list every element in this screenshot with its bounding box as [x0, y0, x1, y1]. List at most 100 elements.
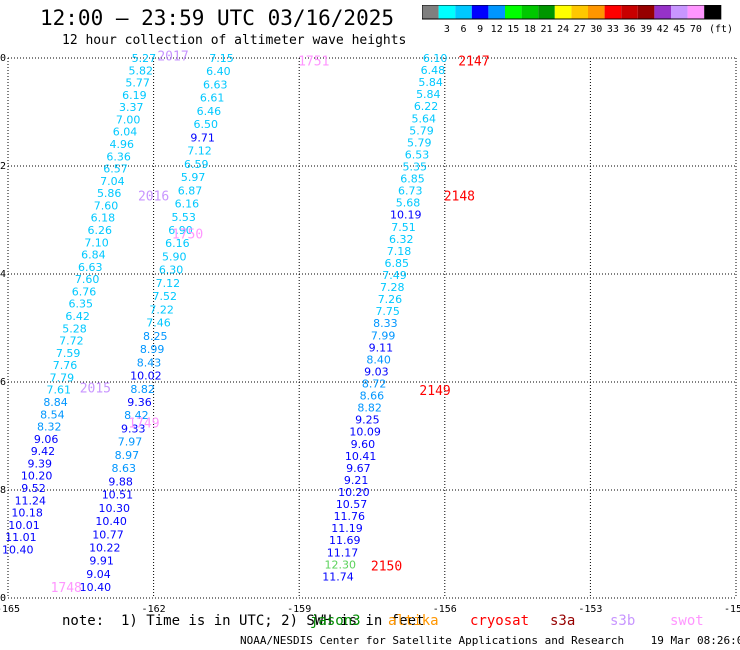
y-tick-label: -44: [0, 269, 6, 280]
colorbar-label: 18: [524, 24, 536, 35]
pass-time-label: 1749: [128, 417, 159, 432]
swh-data-point: 6.63: [203, 78, 228, 91]
colorbar-label: 33: [607, 24, 619, 35]
legend-s3b: s3b: [610, 613, 636, 629]
swh-data-point: 8.72: [362, 378, 387, 391]
swh-data-point: 8.84: [43, 396, 68, 409]
colorbar-legend: 3 6 9 12 15 18 21 24 27 30 33 36 39 42 45 70 (ft): [422, 5, 733, 35]
swh-data-point: 6.85: [400, 173, 425, 186]
swh-data-point: 7.18: [387, 245, 412, 258]
swh-data-point: 7.97: [118, 436, 143, 449]
page-subtitle: 12 hour collection of altimeter wave hei…: [62, 33, 407, 48]
pass-time-label: 2150: [371, 560, 402, 575]
swh-data-point: 5.28: [62, 322, 87, 335]
satellite-legend: jason3 altika cryosat s3a s3b swot: [0, 613, 740, 631]
swh-data-point: 11.76: [334, 510, 366, 523]
colorbar-swatch: [422, 5, 439, 19]
swh-data-point: 6.61: [200, 92, 225, 105]
colorbar-label: 6: [460, 24, 466, 35]
swh-data-point: 10.22: [89, 542, 121, 555]
swh-data-point: 10.01: [8, 519, 40, 532]
swh-data-point: 7.00: [116, 113, 141, 126]
swh-data-point: 8.54: [40, 408, 65, 421]
swh-data-point: 10.19: [390, 209, 422, 222]
colorbar-swatch: [588, 5, 605, 19]
swh-data-point: 6.16: [175, 198, 200, 211]
swh-data-point: 9.67: [346, 462, 371, 475]
colorbar-swatch: [521, 5, 539, 19]
colorbar-label: 42: [657, 24, 669, 35]
swh-data-point: 6.46: [197, 105, 222, 118]
colorbar-labels: 3 6 9 12 15 18 21 24 27 30 33 36 39 42 45 70: [444, 24, 702, 35]
colorbar-swatch: [637, 5, 655, 19]
colorbar-swatch: [704, 5, 721, 19]
swh-data-point: 6.85: [384, 257, 409, 270]
colorbar-label: 27: [574, 24, 586, 35]
swh-data-point: 6.30: [159, 264, 184, 277]
colorbar-unit: (ft): [709, 24, 733, 35]
swh-data-point: 5.84: [416, 88, 441, 101]
swh-data-point: 6.50: [194, 118, 219, 131]
swh-data-point: 11.17: [327, 546, 359, 559]
swh-data-point: 10.30: [99, 502, 131, 515]
y-tick-label: -40: [0, 53, 6, 64]
swh-data-point: 9.11: [369, 341, 394, 354]
swh-data-point: 5.79: [407, 136, 432, 149]
colorbar-swatch: [471, 5, 489, 19]
swh-data-point: 8.40: [366, 353, 391, 366]
colorbar-swatch: [438, 5, 456, 19]
swh-data-point: 6.32: [389, 233, 414, 246]
swh-data-point: 6.63: [78, 261, 103, 274]
swh-data-point: 9.88: [108, 475, 133, 488]
swh-data-point: 7.26: [378, 293, 403, 306]
swh-data-point: 3.37: [119, 101, 144, 114]
swh-data-point: 6.73: [398, 185, 423, 198]
colorbar-label: 70: [690, 24, 702, 35]
swh-data-point: 7.51: [391, 221, 416, 234]
swh-data-point: 9.33: [121, 422, 146, 435]
colorbar-swatch: [654, 5, 671, 19]
swh-data-point: 5.84: [418, 76, 443, 89]
swh-data-point: 7.46: [146, 317, 171, 330]
legend-jason3: jason3: [310, 613, 361, 629]
chart-time-labels: 2017 1751 2147 2016 2148 1750 2015 2149 1749 2150…: [51, 49, 490, 596]
colorbar-swatch: [488, 5, 505, 19]
swh-data-point: 6.04: [113, 126, 138, 139]
swh-data-point: 7.12: [156, 277, 181, 290]
colorbar-label: 12: [491, 24, 503, 35]
swh-data-point: 6.26: [87, 224, 112, 237]
colorbar-label: 24: [557, 24, 569, 35]
colorbar-label: 39: [640, 24, 652, 35]
swh-data-point: 6.53: [405, 148, 430, 161]
swh-data-point: 9.60: [351, 438, 376, 451]
swh-data-point: 8.43: [137, 356, 162, 369]
swh-data-point: 7.75: [375, 305, 400, 318]
colorbar-label: 21: [540, 24, 552, 35]
swh-data-point: 10.40: [80, 581, 112, 594]
swh-data-point: 6.76: [72, 285, 97, 298]
swh-data-point: 6.42: [65, 310, 90, 323]
legend-altika: altika: [388, 613, 439, 629]
swh-data-point: 11.19: [331, 522, 363, 535]
swh-data-point: 5.68: [396, 197, 421, 210]
swh-data-point: 10.20: [21, 470, 53, 483]
swh-data-point: 9.04: [86, 568, 111, 581]
swh-data-point: 9.91: [89, 555, 114, 568]
swh-data-point: 5.90: [162, 250, 187, 263]
pass-time-label: 2015: [80, 381, 111, 396]
y-tick-label: -48: [0, 485, 6, 496]
swh-data-point: 7.79: [50, 371, 75, 384]
colorbar-swatch: [671, 5, 688, 19]
swh-data-point: 7.60: [94, 199, 119, 212]
swh-data-point: 6.16: [165, 237, 190, 250]
swh-data-point: 6.35: [69, 298, 94, 311]
swh-data-point: 7.99: [371, 329, 396, 342]
swh-data-point: 6.87: [178, 184, 203, 197]
swh-data-point: 10.51: [102, 489, 134, 502]
swh-data-point: 10.77: [92, 528, 124, 541]
swh-data-point: 5.97: [181, 171, 206, 184]
swh-data-point: 6.59: [184, 158, 209, 171]
swh-data-point: 8.82: [357, 402, 382, 415]
